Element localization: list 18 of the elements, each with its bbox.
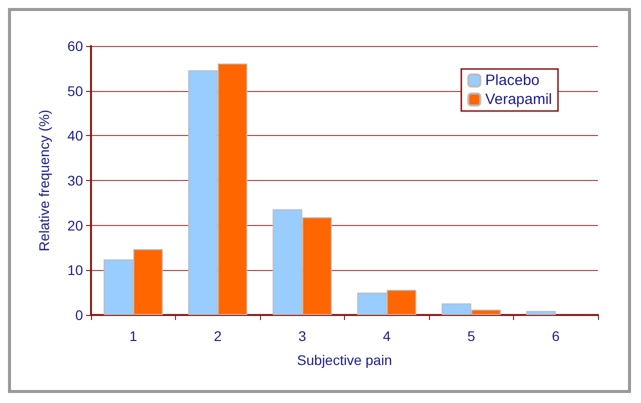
legend-label: Placebo (485, 72, 540, 89)
y-tick-label: 60 (67, 38, 84, 54)
y-tick-label: 50 (67, 82, 84, 99)
y-tick-label: 0 (75, 307, 84, 323)
x-tick-label: 3 (298, 328, 306, 344)
y-tick-label: 40 (67, 128, 84, 144)
x-tick-label: 4 (382, 328, 391, 344)
x-tick-label: 1 (129, 328, 138, 344)
legend-label: Verapamil (485, 91, 552, 108)
x-tick-label: 6 (552, 328, 560, 344)
bar (526, 310, 556, 315)
y-tick-label: 30 (67, 172, 84, 188)
y-tick-label: 10 (67, 262, 84, 278)
x-axis-title: Subjective pain (297, 352, 392, 368)
y-tick-label: 20 (67, 217, 84, 234)
x-tick-label: 5 (467, 328, 476, 344)
y-axis-title: Relative frequency (%) (36, 110, 52, 252)
x-tick-label: 2 (214, 328, 222, 344)
